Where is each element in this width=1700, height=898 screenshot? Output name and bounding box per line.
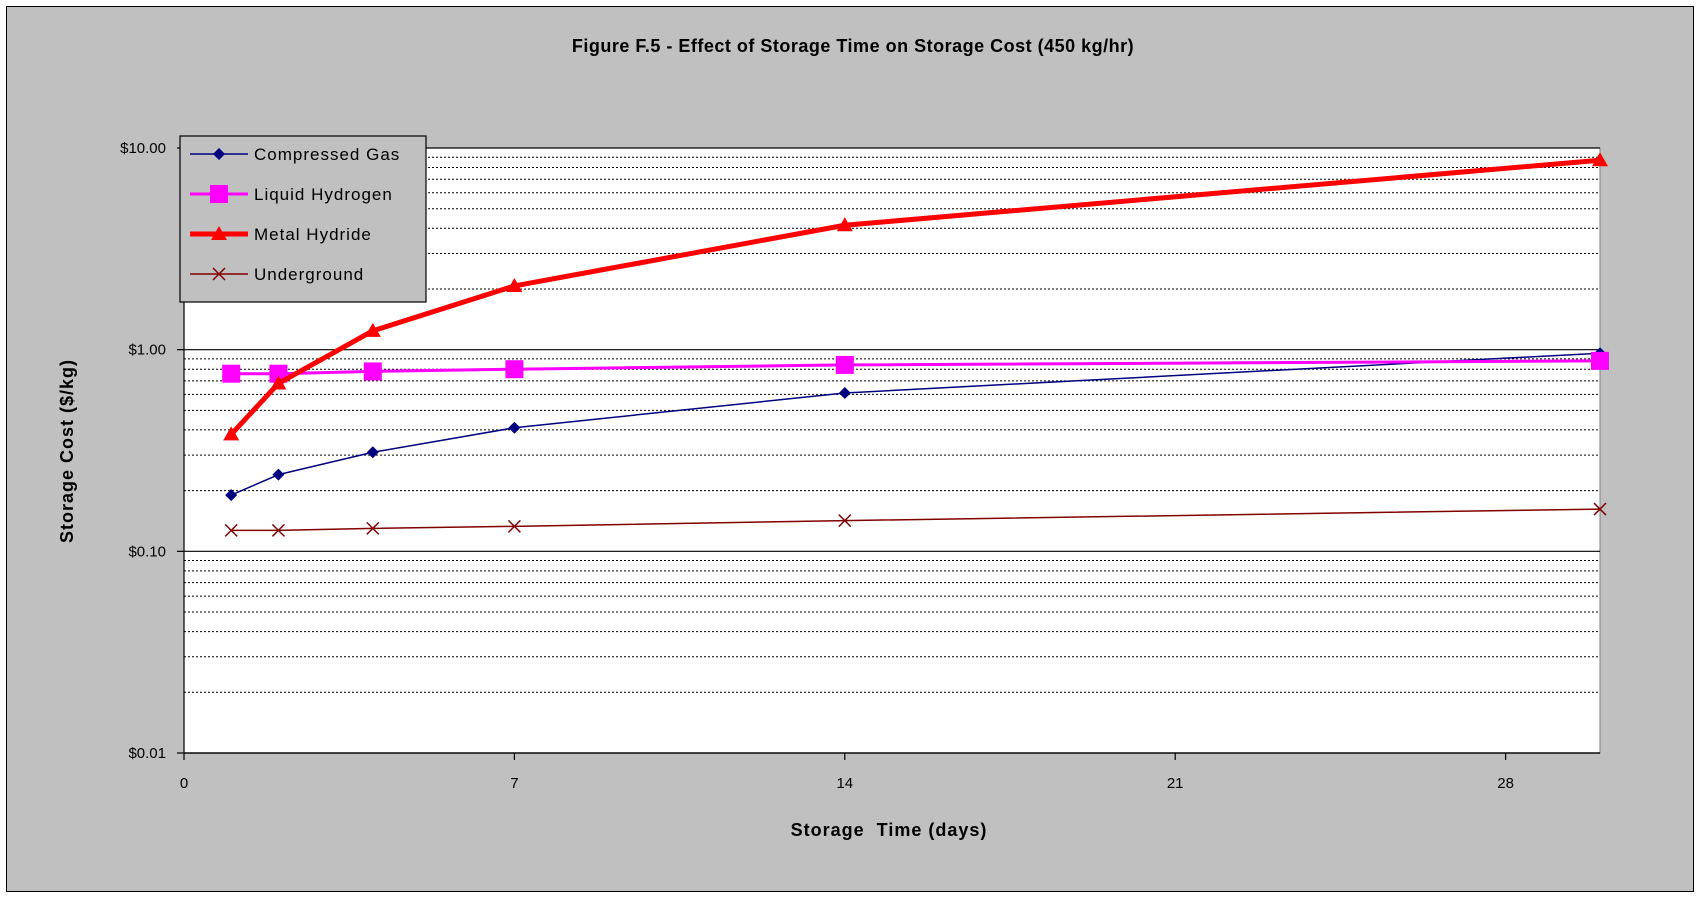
data-point — [835, 355, 854, 374]
legend-entry: Liquid Hydrogen — [190, 185, 393, 204]
legend: Compressed Gas Liquid Hydrogen Metal Hydri… — [179, 135, 427, 303]
y-tick-label: $0.01 — [128, 745, 166, 762]
data-point — [505, 360, 524, 379]
data-point — [271, 523, 285, 537]
series-line — [231, 508, 1601, 532]
x-axis-title: Storage Time (days) — [791, 820, 988, 840]
legend-entry: Underground — [190, 265, 364, 284]
data-point — [364, 322, 381, 337]
series-metal-hydride — [223, 152, 1608, 441]
data-point — [1591, 351, 1609, 370]
x-tick-label: 7 — [510, 775, 518, 792]
data-point — [838, 514, 852, 528]
series-line — [230, 352, 1601, 496]
y-tick-label: $0.10 — [128, 543, 166, 560]
data-point — [224, 523, 238, 537]
y-tick-label: $10.00 — [120, 140, 166, 157]
data-point — [508, 421, 521, 434]
legend-entry: Metal Hydride — [190, 225, 372, 244]
legend-entry: Compressed Gas — [190, 145, 400, 164]
legend-marker — [211, 226, 227, 240]
data-point — [507, 519, 521, 533]
series-layer — [222, 152, 1609, 537]
y-tick-label: $1.00 — [128, 342, 166, 359]
legend-marker — [212, 267, 226, 281]
x-tick-label: 21 — [1167, 775, 1184, 792]
chart-title: Figure F.5 - Effect of Storage Time on S… — [572, 36, 1134, 56]
legend-label: Liquid Hydrogen — [254, 185, 393, 204]
legend-marker — [210, 185, 228, 203]
data-point — [363, 362, 382, 381]
data-point — [506, 277, 523, 292]
axes: 0 7 14 21 28 $0.01 $0.10 $1.00 $10.00 — [120, 140, 1600, 792]
data-point — [1592, 152, 1608, 167]
legend-label: Metal Hydride — [254, 225, 372, 244]
data-point — [223, 426, 240, 441]
data-point — [836, 217, 853, 232]
legend-marker — [213, 148, 225, 160]
data-point — [838, 386, 851, 399]
legend-label: Compressed Gas — [254, 145, 400, 164]
series-line — [229, 157, 1601, 437]
series-underground — [224, 502, 1607, 537]
data-point — [366, 521, 380, 535]
x-tick-label: 28 — [1497, 775, 1514, 792]
x-tick-label: 14 — [836, 775, 853, 792]
legend-label: Underground — [254, 265, 364, 284]
data-point — [1593, 502, 1607, 516]
data-point — [272, 468, 285, 481]
x-tick-label: 0 — [180, 775, 188, 792]
data-point — [270, 375, 287, 390]
data-point — [222, 364, 241, 383]
data-point — [366, 446, 379, 459]
y-axis-title: Storage Cost ($/kg) — [57, 359, 77, 543]
data-point — [225, 489, 238, 502]
